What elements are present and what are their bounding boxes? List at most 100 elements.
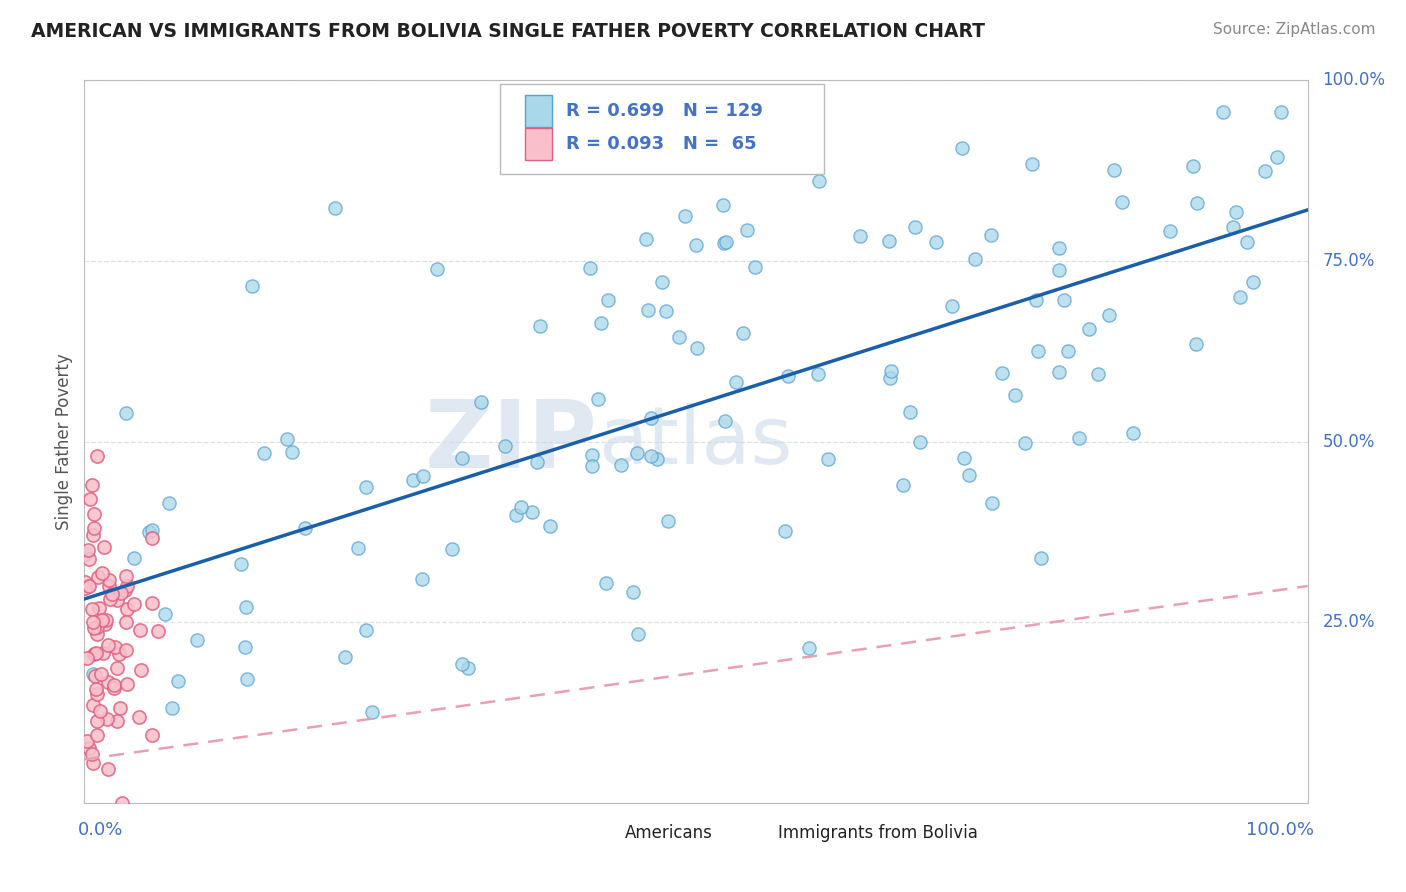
Point	[82, 747, 104, 761]
Point	[714, 235, 737, 250]
Point	[520, 505, 543, 519]
Y-axis label: Single Father Poverty: Single Father Poverty	[55, 353, 73, 530]
Point	[1144, 52, 1167, 66]
Point	[86, 627, 108, 641]
Point	[412, 469, 434, 483]
Point	[79, 741, 101, 756]
Text: 100.0%: 100.0%	[1246, 821, 1313, 838]
Point	[104, 810, 127, 824]
Point	[354, 480, 377, 494]
Point	[980, 496, 1002, 510]
Point	[950, 141, 973, 155]
Point	[97, 762, 120, 776]
Point	[1185, 337, 1208, 351]
Point	[101, 587, 124, 601]
Point	[354, 623, 377, 637]
Point	[1047, 263, 1070, 277]
Point	[233, 640, 256, 654]
Point	[122, 597, 145, 611]
Point	[640, 411, 662, 425]
Text: 25.0%: 25.0%	[1322, 613, 1375, 632]
Point	[186, 633, 208, 648]
Point	[1047, 365, 1070, 379]
Point	[1014, 436, 1036, 450]
Point	[1225, 204, 1247, 219]
Point	[686, 341, 709, 355]
Point	[83, 521, 105, 535]
Point	[1212, 104, 1234, 119]
Point	[411, 572, 433, 586]
Point	[115, 677, 138, 691]
Point	[588, 392, 610, 406]
Point	[83, 669, 105, 683]
Point	[941, 298, 963, 312]
Point	[80, 478, 103, 492]
Point	[94, 613, 117, 627]
Point	[1254, 163, 1277, 178]
Point	[86, 681, 108, 696]
Point	[97, 674, 120, 689]
Point	[621, 585, 644, 599]
Text: Source: ZipAtlas.com: Source: ZipAtlas.com	[1212, 22, 1375, 37]
Point	[82, 666, 104, 681]
Point	[110, 585, 132, 599]
Point	[86, 620, 108, 634]
FancyBboxPatch shape	[524, 95, 551, 128]
Point	[1087, 368, 1109, 382]
Point	[276, 433, 298, 447]
Point	[581, 458, 603, 473]
Point	[668, 329, 690, 343]
Point	[148, 624, 170, 638]
Point	[877, 235, 900, 249]
Text: AMERICAN VS IMMIGRANTS FROM BOLIVIA SINGLE FATHER POVERTY CORRELATION CHART: AMERICAN VS IMMIGRANTS FROM BOLIVIA SING…	[31, 22, 986, 41]
Point	[457, 660, 479, 674]
Point	[1270, 104, 1292, 119]
Point	[114, 642, 136, 657]
Point	[1052, 293, 1074, 307]
Point	[235, 599, 257, 614]
Point	[162, 700, 184, 714]
Point	[1028, 343, 1050, 358]
Text: 50.0%: 50.0%	[1322, 433, 1375, 450]
Point	[280, 445, 302, 459]
Point	[494, 438, 516, 452]
Point	[84, 646, 107, 660]
Point	[773, 524, 796, 538]
Point	[89, 705, 111, 719]
Point	[651, 276, 673, 290]
Point	[82, 756, 104, 771]
Point	[1182, 159, 1205, 173]
Point	[744, 260, 766, 275]
Point	[596, 293, 619, 307]
Point	[1265, 150, 1288, 164]
Point	[965, 252, 987, 267]
Point	[79, 492, 101, 507]
Point	[108, 647, 131, 661]
Point	[724, 375, 747, 389]
Point	[440, 541, 463, 556]
Point	[129, 663, 152, 677]
Point	[609, 458, 631, 472]
Point	[153, 607, 176, 622]
Point	[657, 515, 679, 529]
Point	[402, 473, 425, 487]
Point	[236, 672, 259, 686]
Point	[879, 371, 901, 385]
Point	[103, 681, 125, 696]
Point	[91, 646, 114, 660]
Point	[1185, 196, 1208, 211]
FancyBboxPatch shape	[501, 84, 824, 174]
Point	[114, 406, 136, 420]
Point	[673, 209, 696, 223]
Point	[451, 657, 474, 671]
Point	[735, 222, 758, 236]
Point	[97, 638, 120, 652]
Point	[115, 615, 138, 629]
Point	[426, 262, 449, 277]
Point	[1159, 224, 1181, 238]
Point	[578, 261, 600, 276]
Point	[581, 448, 603, 462]
Point	[82, 528, 104, 542]
Point	[1236, 235, 1258, 250]
Text: Immigrants from Bolivia: Immigrants from Bolivia	[778, 824, 977, 842]
